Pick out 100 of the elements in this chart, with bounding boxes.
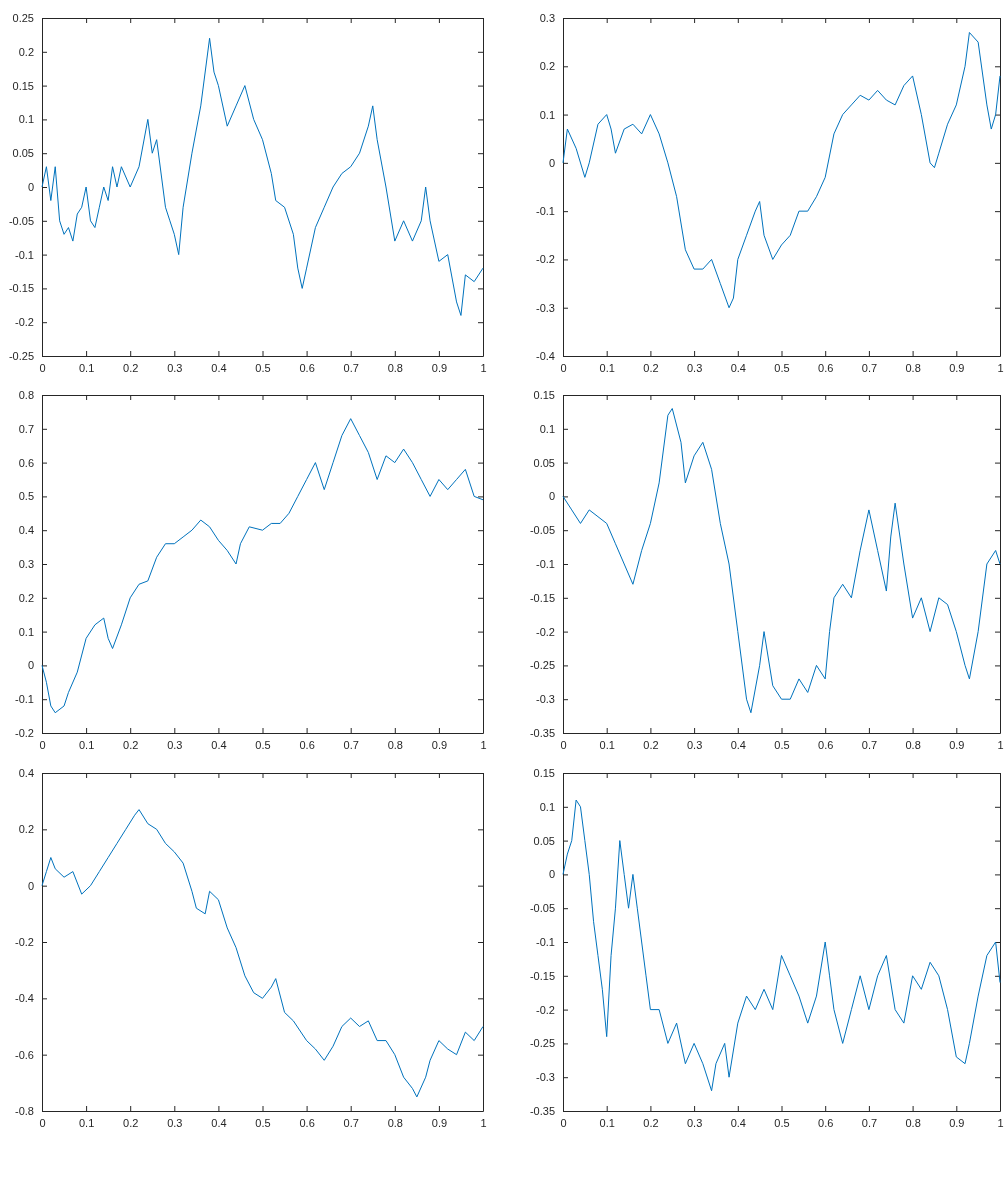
- y-tick-label: -0.25: [529, 1037, 555, 1050]
- y-tick-label: -0.3: [536, 1071, 555, 1084]
- y-tick-label: -0.25: [529, 659, 555, 672]
- line-series: [41, 37, 484, 316]
- x-tick-label: 0.1: [599, 361, 615, 374]
- x-tick-label: 0.6: [818, 1116, 834, 1129]
- y-tick-label: -0.15: [529, 591, 555, 604]
- y-tick-label: -0.2: [536, 625, 555, 638]
- x-tick-label: 0.5: [255, 361, 271, 374]
- y-tick-label: 0: [27, 879, 34, 892]
- y-tick-label: 0.3: [18, 558, 34, 571]
- x-tick-label: 0.8: [387, 738, 403, 751]
- x-tick-label: 0.9: [431, 361, 448, 374]
- y-tick-label: -0.05: [8, 214, 34, 227]
- y-tick-label: -0.2: [15, 316, 34, 329]
- y-tick-label: -0.1: [15, 693, 34, 706]
- x-tick-label: 0.3: [686, 738, 703, 751]
- y-tick-label: 0.15: [12, 79, 34, 92]
- y-tick-label: 0.4: [18, 524, 34, 537]
- x-tick-label: 0.2: [643, 738, 659, 751]
- x-tick-label: 1: [480, 1116, 487, 1129]
- x-tick-label: 0.9: [949, 1116, 965, 1129]
- x-tick-label: 1: [480, 361, 487, 374]
- y-tick-label: -0.1: [536, 936, 555, 949]
- line-series: [41, 809, 484, 1098]
- y-tick-label: 0.8: [18, 389, 34, 402]
- x-tick-label: 0.5: [774, 1116, 790, 1129]
- x-tick-label: 0.2: [643, 1116, 659, 1129]
- y-tick-label: 0.1: [539, 108, 555, 121]
- x-tick-label: 0: [39, 1116, 46, 1129]
- x-tick-label: 0.9: [949, 361, 965, 374]
- y-tick-label: -0.1: [15, 248, 34, 261]
- x-tick-label: 0.9: [431, 738, 448, 751]
- y-tick-label: 0: [548, 490, 555, 503]
- x-tick-label: 0.1: [599, 1116, 615, 1129]
- y-tick-label: 0: [27, 659, 34, 672]
- x-tick-label: 0.4: [730, 1116, 746, 1129]
- x-tick-label: 0.6: [818, 738, 834, 751]
- y-tick-label: 0.1: [539, 800, 555, 813]
- line-series: [41, 418, 484, 714]
- line-series: [562, 31, 1001, 309]
- y-tick-label: -0.1: [536, 205, 555, 218]
- x-tick-label: 0.1: [78, 1116, 95, 1129]
- x-tick-label: 0.4: [211, 361, 227, 374]
- x-tick-label: 0: [39, 361, 46, 374]
- x-tick-label: 0.1: [78, 361, 95, 374]
- x-tick-label: 0.8: [905, 361, 921, 374]
- x-tick-label: 0.2: [123, 361, 139, 374]
- y-tick-label: -0.2: [15, 936, 34, 949]
- x-tick-label: 0.4: [730, 738, 746, 751]
- y-tick-label: 0.4: [18, 767, 34, 780]
- x-tick-label: 0.3: [167, 738, 183, 751]
- x-tick-label: 0.4: [211, 738, 227, 751]
- x-tick-label: 1: [997, 738, 1004, 751]
- y-tick-label: -0.4: [15, 992, 34, 1005]
- y-tick-label: 0.5: [18, 490, 34, 503]
- x-tick-label: 0.8: [905, 1116, 921, 1129]
- x-tick-label: 0.6: [818, 361, 834, 374]
- x-tick-label: 0.8: [387, 361, 403, 374]
- y-tick-label: -0.25: [8, 350, 34, 363]
- line-series: [562, 408, 1001, 714]
- x-tick-label: 0.6: [299, 1116, 315, 1129]
- x-tick-label: 0.3: [686, 361, 703, 374]
- y-tick-label: 0.15: [533, 389, 555, 402]
- x-tick-label: 0.4: [730, 361, 746, 374]
- y-tick-label: 0.2: [539, 60, 555, 73]
- x-tick-label: 0: [39, 738, 46, 751]
- y-tick-label: -0.8: [15, 1105, 34, 1118]
- x-tick-label: 0.2: [643, 361, 659, 374]
- x-tick-label: 0.2: [123, 1116, 139, 1129]
- x-tick-label: 0.7: [343, 1116, 359, 1129]
- x-tick-label: 0.7: [343, 738, 359, 751]
- y-tick-label: 0.1: [18, 113, 34, 126]
- y-tick-label: -0.15: [529, 969, 555, 982]
- x-tick-label: 1: [997, 361, 1004, 374]
- y-tick-label: -0.05: [529, 524, 555, 537]
- y-tick-label: 0.6: [18, 456, 34, 469]
- x-tick-label: 0.1: [599, 738, 615, 751]
- y-tick-label: 0.15: [533, 767, 555, 780]
- x-tick-label: 0.3: [167, 1116, 183, 1129]
- x-tick-label: 0.7: [861, 1116, 878, 1129]
- y-tick-label: 0.05: [533, 834, 555, 847]
- x-tick-label: 0.8: [905, 738, 921, 751]
- y-tick-label: -0.35: [529, 727, 555, 740]
- y-tick-label: 0: [548, 868, 555, 881]
- x-tick-label: 0.7: [861, 738, 878, 751]
- x-tick-label: 0: [560, 361, 567, 374]
- y-tick-label: 0.7: [18, 422, 34, 435]
- y-tick-label: 0.1: [18, 625, 34, 638]
- x-tick-label: 0.5: [255, 1116, 271, 1129]
- y-tick-label: 0: [27, 181, 34, 194]
- y-tick-label: 0.2: [18, 45, 34, 58]
- y-tick-label: -0.3: [536, 301, 555, 314]
- x-tick-label: 0.6: [299, 361, 315, 374]
- y-tick-label: 0.2: [18, 591, 34, 604]
- y-tick-label: 0.05: [12, 147, 34, 160]
- x-tick-label: 0.8: [387, 1116, 403, 1129]
- x-tick-label: 0.7: [861, 361, 878, 374]
- y-tick-label: 0.25: [12, 12, 34, 25]
- x-tick-label: 1: [480, 738, 487, 751]
